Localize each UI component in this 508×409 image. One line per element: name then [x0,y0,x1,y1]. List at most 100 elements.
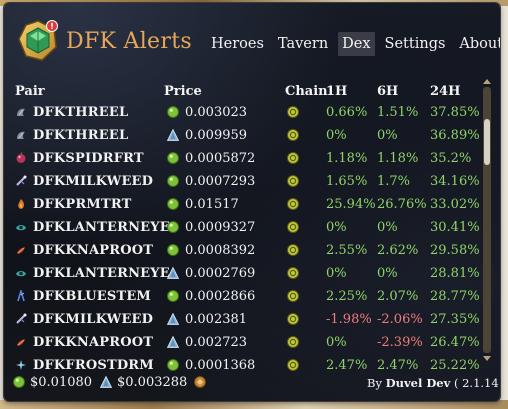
threel-icon [17,108,25,116]
table-row[interactable]: DFKTHREEL 0.009959 0% 0% 36.89% [4,124,484,147]
jewel-icon [167,152,179,164]
change-24h: 28.81% [430,266,480,281]
chain-icon [287,244,299,256]
table-row[interactable]: DFKMILKWEED 0.0007293 1.65% 1.7% 34.16% [4,170,484,193]
table-row[interactable]: DFKKNAPROOT 0.002723 0% -2.39% 26.47% [4,331,484,354]
app-logo-icon [18,20,58,61]
column-header-pair[interactable]: Pair [15,84,45,99]
chain-icon [287,359,299,371]
frostdrum-icon [16,360,26,370]
milkweed-icon [16,175,27,186]
nav-dex[interactable]: Dex [338,32,375,56]
footer: $0.01080 $0.003288 By Duvel Dev ( 2.1.14… [4,369,500,399]
change-1h: 0% [326,220,347,235]
chain-icon [287,198,299,210]
price-value: 0.0002866 [185,289,256,304]
change-1h: 25.94% [326,197,376,212]
pair-name[interactable]: DFKLANTERNEYE [33,266,170,281]
jewel-icon [167,198,179,210]
pair-name[interactable]: DFKTHREEL [33,128,129,143]
column-header-6h[interactable]: 6H [377,84,399,99]
pair-name[interactable]: DFKKNAPROOT [33,243,154,258]
chain-icon [287,221,299,233]
change-6h: 1.51% [377,105,419,120]
nav-tavern[interactable]: Tavern [277,36,329,52]
price-value: 0.01517 [185,197,239,212]
jewel-icon [167,106,179,118]
change-24h: 30.41% [430,220,480,235]
price-value: 0.002381 [185,312,248,327]
price-value: 0.0009327 [185,220,256,235]
chain-icon [287,175,299,187]
table-row[interactable]: DFKTHREEL 0.003023 0.66% 1.51% 37.85% [4,101,484,124]
pair-name[interactable]: DFKMILKWEED [33,174,154,189]
change-1h: 2.25% [326,289,368,304]
change-6h: 0% [377,266,398,281]
table-row[interactable]: DFKBLUESTEM 0.0002866 2.25% 2.07% 28.77% [4,285,484,308]
change-24h: 35.2% [430,151,472,166]
pair-name[interactable]: DFKKNAPROOT [33,335,154,350]
change-24h: 34.16% [430,174,480,189]
main-nav: Heroes Tavern Dex Settings About [207,32,500,56]
lanterneye-icon [16,225,26,231]
price-value: 0.0002769 [185,266,256,281]
pair-name[interactable]: DFKBLUESTEM [33,289,152,304]
pair-name[interactable]: DFKSPIDRFRT [33,151,144,166]
change-24h: 28.77% [430,289,480,304]
table-header: Pair Price Chain 1H 6H 24H [4,84,494,104]
bluestem-icon [17,290,25,302]
chain-icon [287,290,299,302]
scroll-down-arrow-icon[interactable] [483,356,491,361]
pair-name[interactable]: DFKTHREEL [33,105,129,120]
column-header-chain[interactable]: Chain [285,84,328,99]
extension-popup: DFK Alerts Heroes Tavern Dex Settings Ab… [4,3,500,401]
scroll-track[interactable] [483,87,491,353]
nav-settings[interactable]: Settings [384,36,446,52]
nav-about[interactable]: About [459,36,500,52]
column-header-24h[interactable]: 24H [430,84,461,99]
app-title: DFK Alerts [66,29,192,54]
change-24h: 36.89% [430,128,480,143]
credit-author-link[interactable]: Duvel Dev [385,376,451,390]
column-header-price[interactable]: Price [164,84,202,99]
change-24h: 25.22% [430,358,480,373]
change-1h: 0.66% [326,105,368,120]
price-value: 0.0007293 [185,174,256,189]
table-row[interactable]: DFKPRMTRT 0.01517 25.94% 26.76% 33.02% [4,193,484,216]
change-24h: 29.58% [430,243,480,258]
change-6h: -2.39% [377,335,423,350]
token-coin-icon [194,376,206,388]
table-row[interactable]: DFKMILKWEED 0.002381 -1.98% -2.06% 27.35% [4,308,484,331]
nav-heroes[interactable]: Heroes [211,36,264,52]
header: DFK Alerts Heroes Tavern Dex Settings Ab… [4,3,500,81]
change-6h: -2.06% [377,312,423,327]
change-24h: 26.47% [430,335,480,350]
table-row[interactable]: DFKFROSTDRM 0.0001368 2.47% 2.47% 25.22% [4,354,484,377]
lanterneye-icon [16,271,26,277]
table-row[interactable]: DFKLANTERNEYE 0.0002769 0% 0% 28.81% [4,262,484,285]
scroll-thumb[interactable] [484,119,490,165]
app-version: ( 2.1.14 ) [453,376,500,390]
chain-icon [287,129,299,141]
change-6h: 1.18% [377,151,419,166]
table-row[interactable]: DFKKNAPROOT 0.0008392 2.55% 2.62% 29.58% [4,239,484,262]
chain-icon [287,336,299,348]
pair-name[interactable]: DFKLANTERNEYE [33,220,170,235]
scrollbar[interactable] [482,79,492,361]
price-value: 0.003023 [185,105,248,120]
chain-icon [287,267,299,279]
background-page-bottom [0,400,508,409]
threel-icon [17,131,25,139]
jewel-icon [167,175,179,187]
pair-name[interactable]: DFKMILKWEED [33,312,154,327]
crystal-icon [167,267,179,279]
price-value: 0.0001368 [185,358,256,373]
column-header-1h[interactable]: 1H [326,84,348,99]
change-1h: 1.65% [326,174,368,189]
scroll-up-arrow-icon[interactable] [483,79,491,84]
pair-name[interactable]: DFKPRMTRT [33,197,132,212]
table-row[interactable]: DFKLANTERNEYE 0.0009327 0% 0% 30.41% [4,216,484,239]
table-row[interactable]: DFKSPIDRFRT 0.0005872 1.18% 1.18% 35.2% [4,147,484,170]
pair-name[interactable]: DFKFROSTDRM [33,358,154,373]
change-1h: 2.47% [326,358,368,373]
